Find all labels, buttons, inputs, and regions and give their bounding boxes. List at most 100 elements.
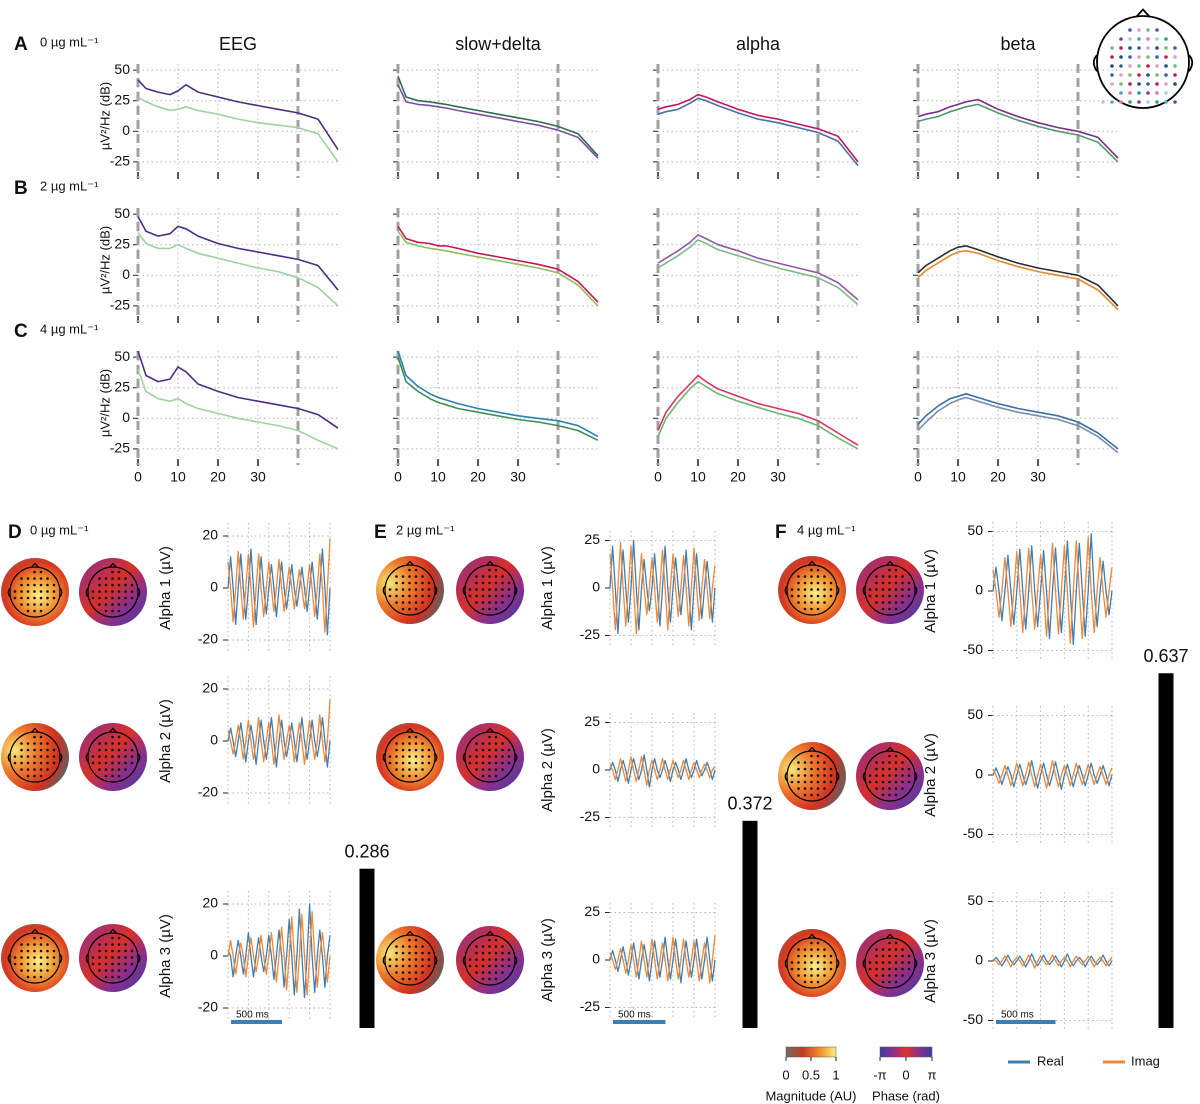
legend-label: Real bbox=[1037, 1053, 1064, 1068]
electrode bbox=[816, 575, 820, 578]
electrode bbox=[33, 755, 36, 758]
head-ear bbox=[514, 955, 518, 966]
electrode bbox=[501, 601, 504, 604]
x-tick-label: 30 bbox=[510, 469, 526, 485]
electrode bbox=[39, 962, 43, 966]
electrode bbox=[414, 748, 418, 752]
inset-electrode bbox=[1137, 55, 1141, 59]
electrode bbox=[494, 964, 498, 968]
electrode bbox=[501, 951, 504, 955]
electrode bbox=[803, 581, 807, 585]
electrode bbox=[408, 568, 411, 572]
series-line bbox=[657, 239, 859, 306]
head-nose bbox=[406, 560, 414, 566]
electrode bbox=[507, 748, 511, 752]
head-nose bbox=[808, 560, 816, 566]
electrode bbox=[468, 755, 472, 758]
electrode bbox=[810, 787, 813, 790]
head-outline bbox=[87, 731, 139, 783]
head-nose bbox=[808, 746, 816, 752]
panel-letter: C bbox=[14, 321, 28, 342]
head-ear bbox=[382, 585, 386, 596]
electrode bbox=[881, 588, 885, 591]
electrode bbox=[52, 956, 56, 959]
x-tick-label: 10 bbox=[690, 469, 706, 485]
y-axis-label: Alpha 1 (µV) bbox=[539, 546, 556, 630]
scale-bar bbox=[613, 1020, 666, 1024]
y-tick-label: -25 bbox=[580, 626, 600, 642]
electrode bbox=[33, 603, 36, 606]
electrode bbox=[888, 967, 891, 971]
electrode bbox=[414, 755, 418, 758]
head-ear bbox=[462, 752, 466, 763]
series-line bbox=[397, 356, 599, 442]
electrode bbox=[894, 787, 898, 790]
head-nose bbox=[486, 727, 494, 733]
electrode bbox=[427, 951, 431, 955]
y-tick-label: 20 bbox=[202, 680, 218, 696]
electrode bbox=[907, 967, 911, 971]
inset-electrode bbox=[1146, 73, 1150, 77]
electrode bbox=[20, 583, 23, 587]
electrode bbox=[810, 941, 813, 945]
electrode bbox=[881, 581, 885, 585]
electrode bbox=[421, 761, 424, 765]
inset-electrode bbox=[1137, 82, 1141, 86]
electrode bbox=[894, 581, 898, 585]
electrode bbox=[39, 969, 43, 972]
electrode bbox=[117, 969, 121, 972]
electrode bbox=[39, 943, 43, 946]
electrode bbox=[810, 774, 813, 777]
electrode bbox=[875, 961, 878, 964]
electrode bbox=[907, 780, 911, 784]
condition-label: 2 µg mL⁻¹ bbox=[396, 522, 455, 537]
electrode bbox=[810, 761, 813, 764]
electrode bbox=[39, 956, 43, 959]
electrode bbox=[124, 603, 127, 606]
electrode bbox=[20, 590, 23, 593]
electrode bbox=[104, 583, 108, 587]
electrode bbox=[803, 967, 807, 971]
electrode bbox=[816, 967, 820, 971]
electrode bbox=[26, 742, 30, 745]
electrode bbox=[117, 943, 121, 946]
electrode bbox=[888, 607, 891, 611]
inset-electrode bbox=[1146, 64, 1150, 68]
electrode bbox=[39, 603, 43, 606]
electrode bbox=[810, 974, 813, 977]
electrode bbox=[104, 603, 108, 606]
electrode bbox=[488, 958, 491, 961]
electrode bbox=[475, 748, 478, 752]
head-outline bbox=[864, 937, 916, 989]
colorbar-label: Magnitude (AU) bbox=[765, 1088, 856, 1103]
bar-value-label: 0.286 bbox=[344, 841, 389, 861]
electrode bbox=[421, 588, 424, 591]
head-outline bbox=[87, 566, 139, 618]
electrode bbox=[823, 601, 826, 604]
electrode bbox=[823, 948, 826, 951]
electrode bbox=[111, 570, 114, 574]
electrode bbox=[401, 581, 405, 585]
electrode bbox=[875, 575, 878, 578]
electrode bbox=[881, 793, 885, 797]
electrode bbox=[888, 761, 891, 764]
electrode bbox=[104, 755, 108, 758]
electrode bbox=[901, 774, 904, 777]
head-nose bbox=[886, 746, 894, 752]
electrode bbox=[475, 755, 478, 758]
series-line bbox=[609, 756, 716, 786]
electrode bbox=[494, 938, 498, 942]
electrode bbox=[52, 755, 56, 758]
x-tick-label: 30 bbox=[250, 469, 266, 485]
inset-electrode bbox=[1173, 46, 1177, 50]
electrode bbox=[810, 780, 813, 784]
colorbar-tick-label: 0.5 bbox=[802, 1067, 820, 1082]
condition-label: 4 µg mL⁻¹ bbox=[797, 522, 856, 537]
electrode bbox=[468, 761, 472, 765]
electrode bbox=[797, 761, 800, 764]
electrode bbox=[117, 761, 121, 765]
y-tick-label: 0 bbox=[210, 579, 218, 595]
electrode bbox=[488, 977, 491, 981]
inset-electrode bbox=[1155, 46, 1159, 50]
electrode bbox=[790, 774, 794, 777]
